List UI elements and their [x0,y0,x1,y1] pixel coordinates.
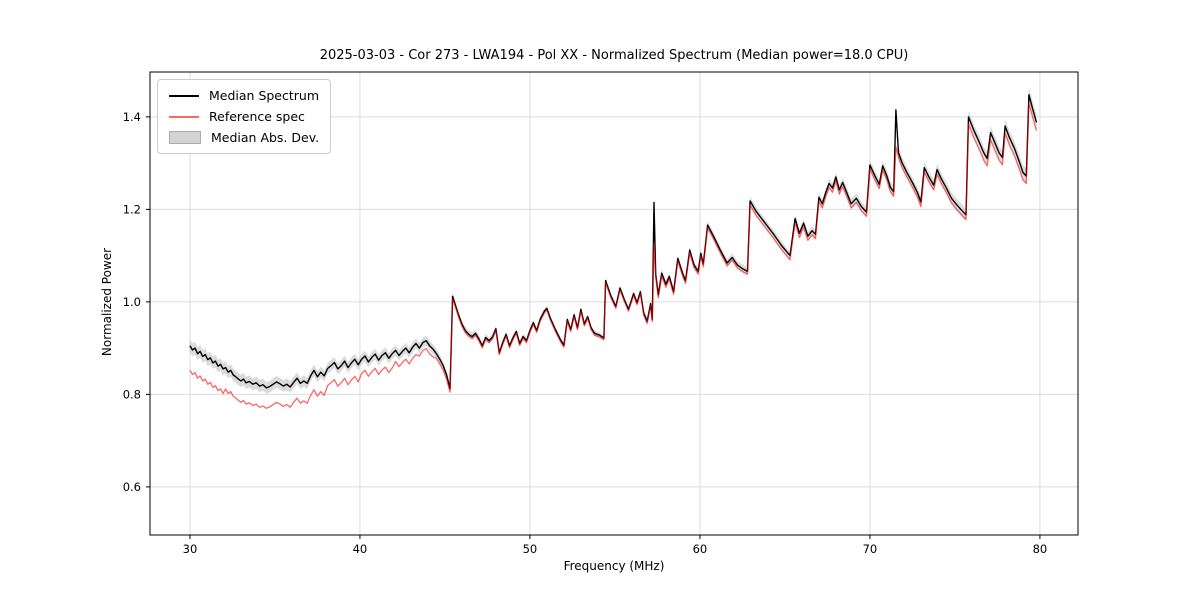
x-tick-label: 50 [523,542,538,556]
y-tick-label: 1.0 [123,295,141,309]
x-tick-label: 70 [863,542,878,556]
x-axis-label: Frequency (MHz) [563,559,665,573]
y-tick-label: 1.4 [123,110,141,124]
legend-label-reference-spec: Reference spec [209,109,305,124]
legend-label-median-abs-dev: Median Abs. Dev. [211,130,320,145]
legend-item-reference-spec: Reference spec [169,109,319,124]
legend-label-median-spectrum: Median Spectrum [209,88,320,103]
x-tick-label: 80 [1033,542,1048,556]
legend-item-median-spectrum: Median Spectrum [169,88,319,103]
x-tick-label: 40 [353,542,368,556]
reference-spec-line [189,102,1038,409]
median-spectrum-line-swatch [169,94,199,97]
legend-item-median-abs-dev: Median Abs. Dev. [169,130,319,145]
x-tick-label: 30 [183,542,198,556]
y-tick-label: 0.6 [123,480,141,494]
x-tick-label: 60 [693,542,708,556]
median-abs-dev-patch-swatch [169,131,201,144]
median-spectrum-line [189,93,1038,390]
y-tick-label: 1.2 [123,202,141,216]
y-tick-label: 0.8 [123,387,141,401]
legend: Median Spectrum Reference spec Median Ab… [157,79,332,154]
y-axis-label: Normalized Power [100,247,114,357]
axes-frame [149,71,1079,536]
reference-spec-line-swatch [169,115,199,118]
chart-title: 2025-03-03 - Cor 273 - LWA194 - Pol XX -… [319,48,909,63]
